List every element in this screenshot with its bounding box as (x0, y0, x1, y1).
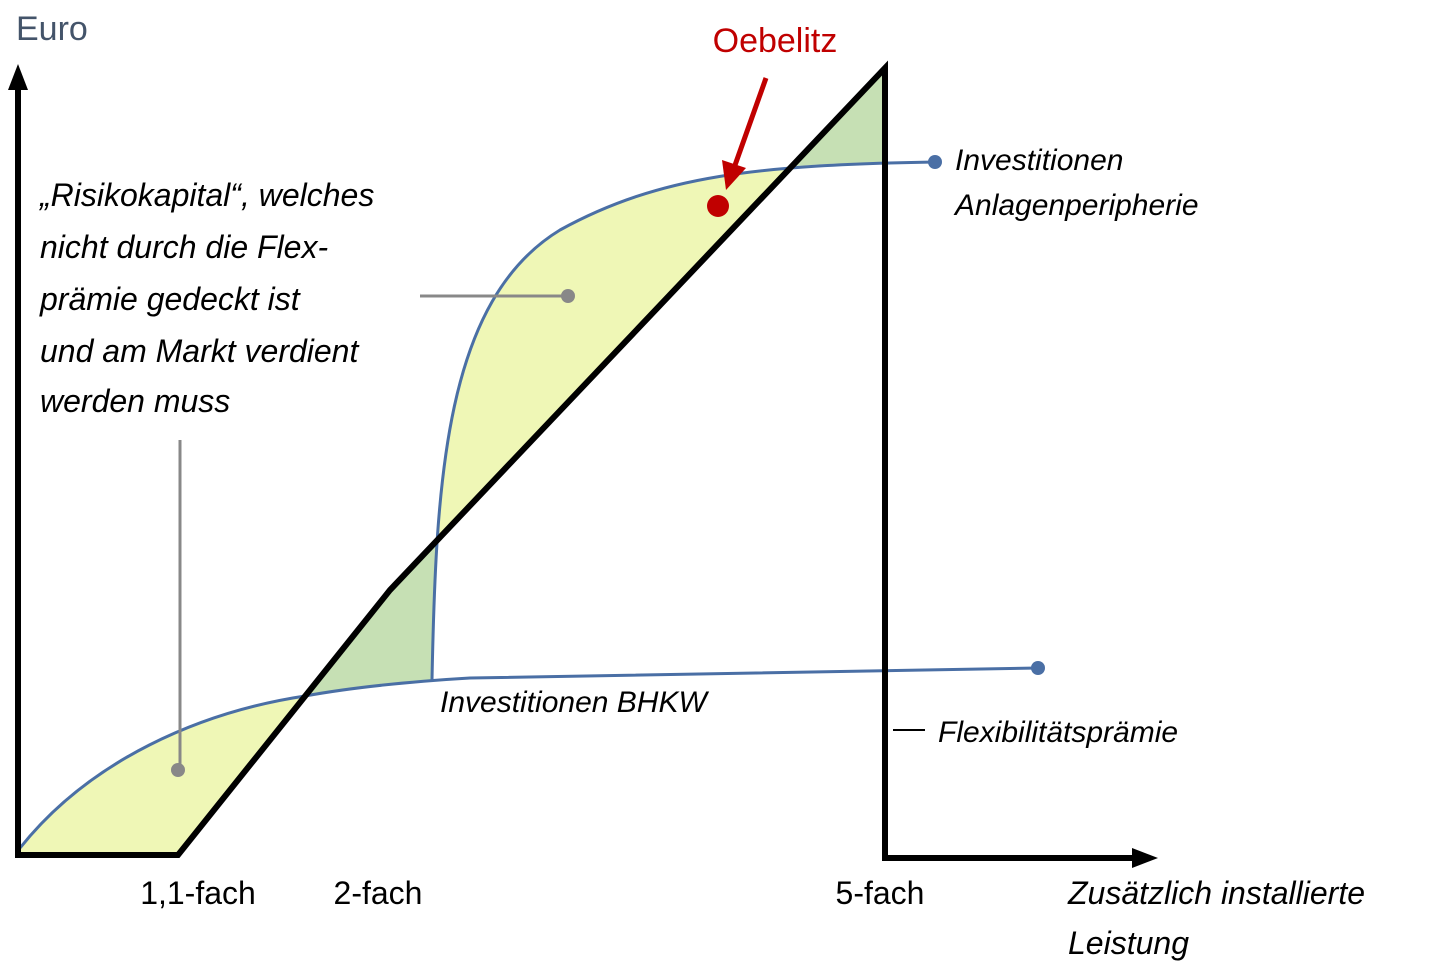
risk-note: werden muss (40, 383, 230, 419)
periphery-curve (430, 160, 936, 681)
leader-dot (561, 289, 575, 303)
x-axis-label: Zusätzlich installierte (1067, 875, 1365, 911)
y-arrow (8, 64, 28, 90)
flex-line (18, 60, 1135, 861)
leader-dot (171, 763, 185, 777)
x-arrow (1132, 848, 1158, 868)
risk-note: prämie gedeckt ist (39, 281, 301, 317)
periphery-label: Anlagenperipherie (953, 189, 1199, 222)
x-tick-label: 5-fach (836, 875, 925, 911)
risk-area-low (20, 696, 305, 855)
periphery-label: Investitionen (955, 144, 1123, 177)
highlight-arrow (731, 77, 769, 169)
risk-note: „Risikokapital“, welches (38, 177, 374, 213)
y-axis-label: Euro (16, 10, 88, 48)
bhkw-curve (18, 666, 1039, 849)
highlight-arrowhead (722, 160, 746, 190)
x-tick-label: 2-fach (334, 875, 423, 911)
flex-label: Flexibilitätsprämie (938, 716, 1178, 749)
bhkw-dot (1031, 661, 1045, 675)
risk-note: nicht durch die Flex- (40, 229, 328, 265)
highlight-label: Oebelitz (713, 22, 838, 60)
x-tick-label: 1,1-fach (140, 875, 256, 911)
periphery-dot (928, 155, 942, 169)
bhkw-label: Investitionen BHKW (440, 686, 709, 719)
risk-note: und am Markt verdient (40, 333, 359, 369)
highlight-dot (707, 195, 729, 217)
x-axis-label: Leistung (1068, 925, 1189, 961)
